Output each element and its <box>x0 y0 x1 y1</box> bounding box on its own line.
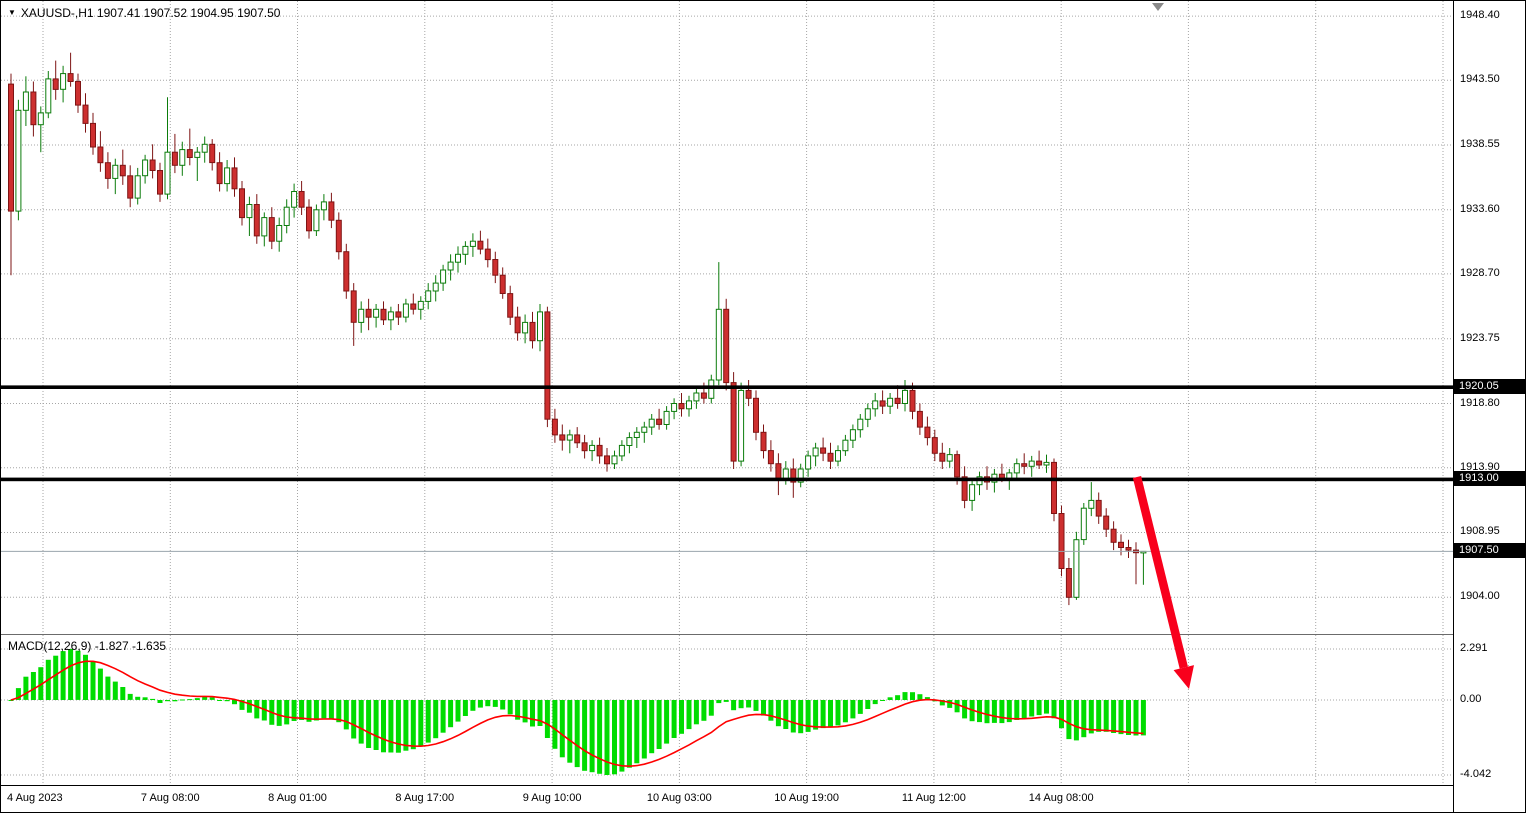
chart-title-line: ▼ XAUUSD-,H1 1907.41 1907.52 1904.95 190… <box>8 6 280 20</box>
chart-menu-icon[interactable]: ▼ <box>8 8 16 17</box>
symbol-ohlc-title: XAUUSD-,H1 1907.41 1907.52 1904.95 1907.… <box>20 6 281 20</box>
main-chart-panel[interactable]: ▼ XAUUSD-,H1 1907.41 1907.52 1904.95 190… <box>1 1 1453 635</box>
time-axis-label: 8 Aug 17:00 <box>395 792 455 804</box>
macd-axis-label: -4.042 <box>1460 768 1492 780</box>
price-axis-label: 1913.90 <box>1460 460 1500 473</box>
time-axis-label: 7 Aug 08:00 <box>140 792 200 804</box>
candlestick-chart[interactable] <box>1 1 1453 634</box>
macd-axis-label: 0.00 <box>1460 692 1482 705</box>
price-tag-1920.05: 1920.05 <box>1454 379 1525 395</box>
macd-histogram-chart[interactable] <box>1 635 1453 785</box>
price-tag-1907.50: 1907.50 <box>1454 543 1525 559</box>
price-axis-label: 1923.75 <box>1460 331 1500 344</box>
price-tag-1913.00: 1913.00 <box>1454 471 1525 487</box>
time-axis-label: 10 Aug 19:00 <box>774 792 840 804</box>
price-axis-label: 1938.55 <box>1460 137 1500 150</box>
macd-signal-line <box>10 660 1144 768</box>
macd-indicator-label: MACD(12,26,9) -1.827 -1.635 <box>8 639 167 653</box>
time-axis-label: 8 Aug 01:00 <box>268 792 327 804</box>
price-axis-label: 1928.70 <box>1460 266 1500 279</box>
grid-layer <box>1 1 1453 634</box>
time-axis-label: 14 Aug 08:00 <box>1028 792 1094 804</box>
price-axis-label: 1908.95 <box>1460 525 1500 538</box>
chart-shift-icon[interactable] <box>1152 3 1164 11</box>
candles-layer <box>8 52 1147 606</box>
time-axis-label: 11 Aug 12:00 <box>901 792 966 804</box>
macd-histogram-layer <box>8 649 1146 775</box>
macd-grid-layer <box>1 635 1453 785</box>
price-axis-label: 1933.60 <box>1460 202 1500 215</box>
price-axis-label: 1918.80 <box>1460 396 1500 409</box>
price-axis[interactable]: 1948.40 1943.50 1938.55 1933.60 1928.70 1923.… <box>1453 1 1525 812</box>
price-axis-label: 1943.50 <box>1460 73 1500 86</box>
macd-panel[interactable]: MACD(12,26,9) -1.827 -1.635 <box>1 635 1453 786</box>
level-lines-layer[interactable] <box>1 385 1453 552</box>
time-axis-label: 10 Aug 03:00 <box>646 792 712 804</box>
time-axis[interactable]: 4 Aug 2023 7 Aug 08:00 8 Aug 01:00 8 Aug 17… <box>1 787 1453 812</box>
price-axis-label: 1948.40 <box>1460 9 1500 22</box>
macd-axis-label: 2.291 <box>1460 642 1488 654</box>
time-axis-label: 9 Aug 10:00 <box>522 792 582 804</box>
price-axis-label: 1904.00 <box>1460 590 1500 603</box>
time-axis-label: 4 Aug 2023 <box>7 792 63 804</box>
